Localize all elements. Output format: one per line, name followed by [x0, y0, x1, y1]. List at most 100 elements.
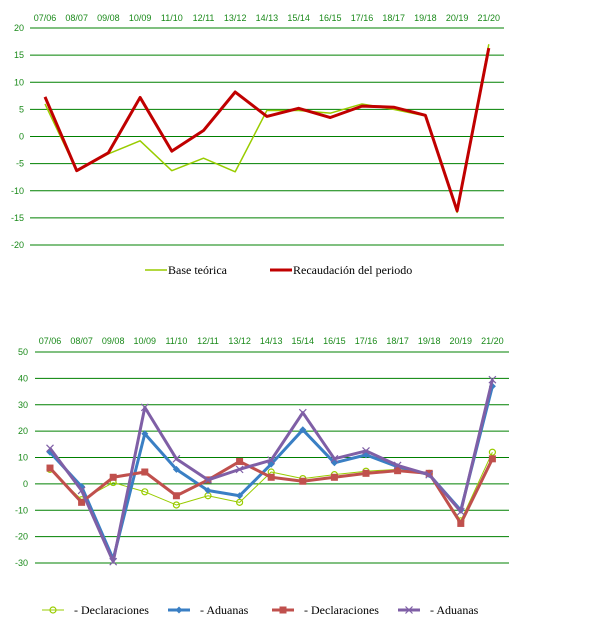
y-tick-label: 20 [14, 23, 24, 33]
x-tick-label: 20/19 [446, 13, 469, 23]
y-tick-label: -30 [15, 558, 28, 568]
data-point [46, 464, 54, 472]
x-tick-label: 20/19 [450, 336, 473, 346]
data-point [175, 606, 183, 614]
x-tick-label: 07/06 [34, 13, 57, 23]
legend-item: Recaudación del periodo [270, 263, 412, 277]
x-tick-label: 15/14 [292, 336, 315, 346]
data-point [456, 507, 465, 516]
x-tick-label: 19/18 [414, 13, 437, 23]
data-point [204, 486, 212, 494]
x-tick-label: 11/10 [161, 13, 183, 23]
data-point [140, 403, 149, 412]
y-tick-label: -5 [16, 159, 24, 169]
data-point [109, 557, 118, 566]
y-tick-label: 0 [23, 479, 28, 489]
x-tick-label: 19/18 [418, 336, 441, 346]
legend-item: - Declaraciones [42, 603, 149, 617]
y-tick-label: 10 [18, 453, 28, 463]
x-tick-label: 17/16 [351, 13, 374, 23]
series-2 [43, 47, 491, 213]
x-tick-label: 13/12 [228, 336, 251, 346]
series-line [43, 47, 491, 213]
chart-2: 50 40 30 20 10 0 -10 -20 -30 07/06 08/07 09/08 10/09… [15, 336, 509, 617]
legend-item: Base teórica [145, 263, 228, 277]
y-tick-label: 40 [18, 373, 28, 383]
x-tick-label: 10/09 [134, 336, 157, 346]
x-tick-label: 07/06 [39, 336, 62, 346]
y-tick-label: -10 [11, 186, 24, 196]
data-point [279, 606, 287, 614]
data-point [172, 492, 180, 500]
x-tick-label: 18/17 [386, 336, 409, 346]
y-tick-label: -10 [15, 505, 28, 515]
x-tick-label: 14/13 [256, 13, 279, 23]
x-tick-label: 08/07 [70, 336, 93, 346]
data-point [330, 473, 338, 481]
data-point [362, 469, 370, 477]
data-point [299, 477, 307, 485]
x-tick-label: 18/17 [382, 13, 405, 23]
series-4 [46, 375, 497, 566]
legend-label: Base teórica [168, 263, 228, 277]
data-point [267, 456, 276, 465]
legend-item: - Declaraciones [272, 603, 379, 617]
data-point [204, 475, 212, 484]
y-tick-label: 0 [19, 132, 24, 142]
legend-label: Recaudación del periodo [293, 263, 412, 277]
x-tick-label: 17/16 [355, 336, 378, 346]
legend-label: - Declaraciones [304, 603, 379, 617]
x-tick-label: 14/13 [260, 336, 283, 346]
data-point [457, 519, 465, 527]
y-tick-label: 5 [19, 104, 24, 114]
data-point [172, 465, 180, 473]
legend-item: - Aduanas [398, 603, 479, 617]
y-tick-label: 10 [14, 77, 24, 87]
data-point [77, 486, 86, 495]
x-tick-label: 12/11 [193, 13, 215, 23]
chart-1: 20 15 10 5 0 -5 -10 -15 -20 07/06 08/07 09/08 10/09 1… [11, 13, 504, 277]
data-point [394, 467, 402, 475]
data-point [330, 454, 339, 463]
data-point [78, 498, 86, 506]
x-tick-label: 21/20 [481, 336, 504, 346]
data-point [236, 492, 244, 500]
data-point [235, 465, 244, 474]
x-tick-label: 11/10 [165, 336, 187, 346]
y-tick-label: 30 [18, 400, 28, 410]
y-tick-label: -20 [11, 240, 24, 250]
data-point [109, 473, 117, 481]
data-point [425, 470, 434, 479]
x-tick-label: 12/11 [197, 336, 219, 346]
y-tick-label: 15 [14, 50, 24, 60]
x-tick-label: 13/12 [224, 13, 247, 23]
data-point [488, 448, 496, 456]
x-tick-label: 09/08 [97, 13, 120, 23]
x-tick-label: 09/08 [102, 336, 125, 346]
legend-label: - Aduanas [200, 603, 249, 617]
y-tick-label: 20 [18, 426, 28, 436]
y-tick-label: -15 [11, 213, 24, 223]
legend-item: - Aduanas [168, 603, 249, 617]
series-line [44, 44, 490, 214]
x-tick-label: 16/15 [323, 336, 346, 346]
data-point [46, 444, 54, 453]
data-point [172, 501, 180, 509]
data-point [141, 488, 149, 496]
data-point [405, 606, 413, 614]
x-tick-label: 21/20 [478, 13, 501, 23]
legend-label: - Aduanas [430, 603, 479, 617]
x-tick-label: 08/07 [65, 13, 88, 23]
data-point [267, 473, 275, 481]
y-tick-label: 50 [18, 347, 28, 357]
data-point [236, 457, 244, 465]
data-point [393, 461, 402, 470]
data-point [298, 408, 307, 417]
x-tick-label: 16/15 [319, 13, 342, 23]
data-point [488, 455, 496, 463]
data-point [299, 426, 307, 434]
series-1 [44, 44, 490, 214]
x-tick-label: 10/09 [129, 13, 152, 23]
data-point [362, 446, 370, 455]
